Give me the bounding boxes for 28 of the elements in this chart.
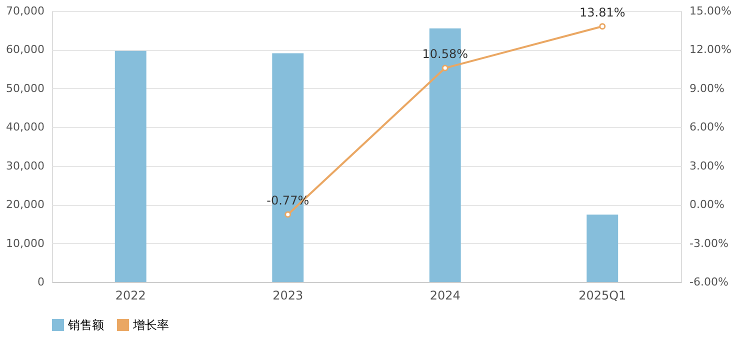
y-tick-label: 60,000 (6, 43, 44, 56)
y2-tick-label: 12.00% (690, 43, 732, 56)
y-tick-label: 10,000 (6, 236, 44, 250)
y2-tick-label: 0.00% (690, 198, 724, 212)
legend-label: 增长率 (132, 318, 169, 332)
y-tick-label: 0 (38, 276, 44, 288)
y-tick-label: 70,000 (6, 4, 44, 18)
y2-tick-label: 9.00% (690, 82, 724, 95)
y2-tick-label: -6.00% (690, 276, 728, 288)
y-tick-label: 50,000 (6, 82, 44, 95)
legend-label: 销售额 (67, 318, 104, 332)
x-tick-label: 2023 (272, 288, 304, 302)
point (442, 64, 448, 72)
y2-tick-label: -3.00% (690, 236, 728, 250)
x-tick-label: 2025Q1 (578, 288, 626, 302)
y-tick-label: 40,000 (6, 120, 44, 134)
y2-tick-label: 15.00% (690, 4, 732, 18)
x-tick-label: 2022 (115, 288, 146, 302)
y2-tick-label: 6.00% (690, 120, 724, 134)
x-tick-label: 2024 (430, 288, 460, 302)
y-tick-label: 30,000 (6, 159, 44, 172)
bar (586, 214, 618, 282)
y2-tick-label: 3.00% (690, 159, 724, 172)
point (599, 23, 606, 30)
data-label: 13.81% (579, 5, 626, 20)
point (284, 211, 292, 218)
y-tick-label: 20,000 (6, 198, 44, 212)
bar (114, 50, 146, 282)
